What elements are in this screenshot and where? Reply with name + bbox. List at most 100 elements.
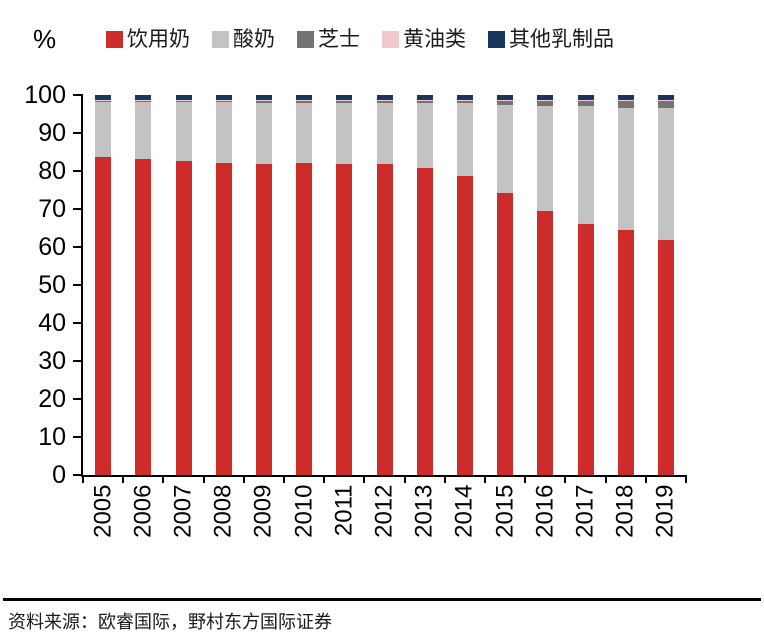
bar-segment-2009-series-1[interactable] xyxy=(255,163,272,475)
x-axis-tick-mark xyxy=(564,477,567,483)
bar-segment-2019-series-4[interactable] xyxy=(657,99,674,102)
bar-segment-2017-series-1[interactable] xyxy=(577,224,594,475)
bar-segment-2015-series-5[interactable] xyxy=(497,95,514,100)
bar-segment-2008-series-1[interactable] xyxy=(215,163,232,475)
bar-segment-2015-series-2[interactable] xyxy=(497,105,514,194)
bar-segment-2006-series-1[interactable] xyxy=(135,158,152,475)
stacked-bar-2006[interactable] xyxy=(135,95,152,475)
bar-segment-2017-series-2[interactable] xyxy=(577,106,594,225)
bar-segment-2017-series-5[interactable] xyxy=(577,95,594,100)
stacked-bar-2013[interactable] xyxy=(416,95,433,475)
bar-segment-2006-series-2[interactable] xyxy=(135,102,152,159)
bar-segment-2012-series-1[interactable] xyxy=(376,163,393,475)
bar-segment-2007-series-1[interactable] xyxy=(175,161,192,475)
stacked-bar-2008[interactable] xyxy=(215,95,232,475)
bar-segment-2008-series-2[interactable] xyxy=(215,102,232,164)
bar-segment-2013-series-1[interactable] xyxy=(416,167,433,475)
bar-segment-2017-series-4[interactable] xyxy=(577,99,594,102)
bar-segment-2006-series-5[interactable] xyxy=(135,95,152,100)
bar-segment-2013-series-5[interactable] xyxy=(416,95,433,100)
bar-segment-2005-series-4[interactable] xyxy=(95,99,112,102)
bar-segment-2009-series-2[interactable] xyxy=(255,102,272,164)
bar-slot-2010 xyxy=(284,95,324,475)
bar-segment-2014-series-4[interactable] xyxy=(456,99,473,101)
stacked-bar-2016[interactable] xyxy=(537,95,554,475)
x-axis-tick-label: 2010 xyxy=(290,484,318,538)
bar-segment-2019-series-3[interactable] xyxy=(657,101,674,108)
bar-segment-2007-series-2[interactable] xyxy=(175,102,192,162)
bar-segment-2013-series-4[interactable] xyxy=(416,99,433,101)
bar-segment-2016-series-2[interactable] xyxy=(537,105,554,212)
bar-segment-2015-series-4[interactable] xyxy=(497,99,514,101)
bar-segment-2011-series-3[interactable] xyxy=(336,101,353,103)
stacked-bar-2018[interactable] xyxy=(617,95,634,475)
stacked-bar-2009[interactable] xyxy=(255,95,272,475)
bar-segment-2005-series-5[interactable] xyxy=(95,95,112,100)
bar-segment-2005-series-3[interactable] xyxy=(95,101,112,103)
stacked-bar-2019[interactable] xyxy=(657,95,674,475)
x-axis-tick-mark xyxy=(403,477,406,483)
stacked-bar-2014[interactable] xyxy=(456,95,473,475)
bar-segment-2009-series-4[interactable] xyxy=(255,99,272,102)
bar-segment-2015-series-3[interactable] xyxy=(497,100,514,106)
bar-segment-2011-series-1[interactable] xyxy=(336,163,353,475)
x-axis-tick-label: 2007 xyxy=(169,484,197,538)
bar-segment-2010-series-1[interactable] xyxy=(296,163,313,475)
bar-segment-2014-series-2[interactable] xyxy=(456,103,473,176)
bar-segment-2006-series-3[interactable] xyxy=(135,101,152,103)
bar-segment-2017-series-3[interactable] xyxy=(577,101,594,107)
bar-segment-2009-series-5[interactable] xyxy=(255,95,272,100)
bar-segment-2008-series-4[interactable] xyxy=(215,99,232,102)
bar-segment-2016-series-3[interactable] xyxy=(537,100,554,106)
bar-segment-2010-series-5[interactable] xyxy=(296,95,313,100)
bar-segment-2018-series-2[interactable] xyxy=(617,107,634,231)
bar-segment-2016-series-5[interactable] xyxy=(537,95,554,100)
bar-segment-2013-series-2[interactable] xyxy=(416,103,433,168)
bar-segment-2011-series-2[interactable] xyxy=(336,102,353,164)
bar-segment-2013-series-3[interactable] xyxy=(416,100,433,103)
bar-segment-2007-series-4[interactable] xyxy=(175,99,192,102)
bar-segment-2019-series-5[interactable] xyxy=(657,95,674,100)
bar-segment-2018-series-4[interactable] xyxy=(617,99,634,102)
bar-segment-2014-series-5[interactable] xyxy=(456,95,473,100)
legend-swatch-icon xyxy=(488,30,505,48)
bar-segment-2011-series-4[interactable] xyxy=(336,99,353,102)
bar-slot-2006 xyxy=(123,95,163,475)
bar-segment-2007-series-5[interactable] xyxy=(175,95,192,100)
bar-segment-2016-series-1[interactable] xyxy=(537,211,554,475)
bar-segment-2005-series-1[interactable] xyxy=(95,157,112,475)
stacked-bar-2015[interactable] xyxy=(497,95,514,475)
bar-segment-2009-series-3[interactable] xyxy=(255,101,272,103)
bar-slot-2017 xyxy=(565,95,605,475)
bar-segment-2008-series-5[interactable] xyxy=(215,95,232,100)
bar-segment-2015-series-1[interactable] xyxy=(497,193,514,475)
bar-segment-2010-series-3[interactable] xyxy=(296,101,313,103)
bar-segment-2005-series-2[interactable] xyxy=(95,102,112,158)
bar-segment-2012-series-4[interactable] xyxy=(376,99,393,102)
bar-segment-2010-series-2[interactable] xyxy=(296,102,313,164)
stacked-bar-2005[interactable] xyxy=(95,95,112,475)
bar-segment-2007-series-3[interactable] xyxy=(175,101,192,103)
chart-legend: 饮用奶 酸奶 芝士 黄油类 其他乳制品 xyxy=(106,28,614,50)
stacked-bar-2007[interactable] xyxy=(175,95,192,475)
y-axis-unit-label: % xyxy=(33,24,57,54)
bar-segment-2011-series-5[interactable] xyxy=(336,95,353,100)
stacked-bar-2017[interactable] xyxy=(577,95,594,475)
bar-segment-2012-series-3[interactable] xyxy=(376,101,393,103)
bar-segment-2019-series-1[interactable] xyxy=(657,239,674,475)
bar-segment-2018-series-1[interactable] xyxy=(617,230,634,475)
bar-segment-2014-series-1[interactable] xyxy=(456,175,473,475)
bar-segment-2018-series-5[interactable] xyxy=(617,95,634,100)
stacked-bar-2010[interactable] xyxy=(296,95,313,475)
stacked-bar-2012[interactable] xyxy=(376,95,393,475)
bar-segment-2006-series-4[interactable] xyxy=(135,99,152,102)
bar-segment-2008-series-3[interactable] xyxy=(215,101,232,103)
bar-segment-2018-series-3[interactable] xyxy=(617,101,634,108)
bar-segment-2010-series-4[interactable] xyxy=(296,99,313,102)
bar-segment-2012-series-2[interactable] xyxy=(376,102,393,164)
bar-segment-2012-series-5[interactable] xyxy=(376,95,393,100)
bar-segment-2016-series-4[interactable] xyxy=(537,99,554,101)
bar-segment-2019-series-2[interactable] xyxy=(657,107,674,240)
bar-segment-2014-series-3[interactable] xyxy=(456,100,473,104)
stacked-bar-2011[interactable] xyxy=(336,95,353,475)
